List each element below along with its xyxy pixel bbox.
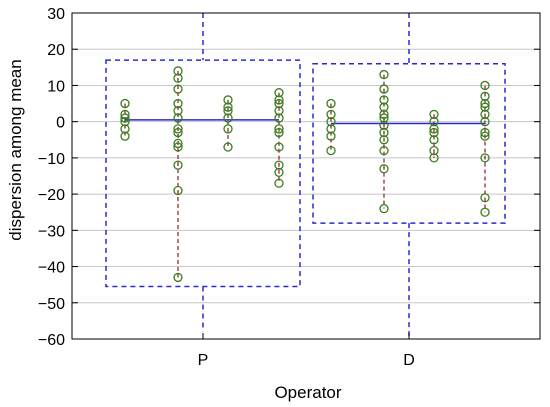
data-point (379, 84, 389, 94)
data-point (173, 142, 183, 152)
data-point (274, 127, 284, 138)
data-point (274, 106, 284, 116)
y-tick-label: −50 (38, 296, 65, 313)
data-point (480, 117, 490, 127)
data-point (326, 145, 336, 156)
x-tick-label: D (403, 352, 415, 369)
data-point (223, 124, 233, 134)
subgroup-ranges (124, 70, 486, 278)
data-point (173, 84, 183, 94)
data-point (120, 124, 130, 134)
data-point (173, 106, 183, 116)
data-point (274, 160, 284, 170)
group-box (312, 62, 506, 224)
data-point (223, 102, 233, 112)
data-point (274, 167, 284, 178)
data-point (480, 80, 490, 91)
data-point (480, 109, 490, 120)
data-point (379, 109, 389, 120)
data-point (379, 127, 389, 138)
y-tick-label: 20 (47, 42, 65, 59)
group-whiskers (202, 13, 410, 339)
y-tick-label: 30 (47, 6, 65, 23)
data-point (173, 98, 183, 109)
y-tick-label: −40 (38, 260, 65, 277)
data-point (480, 193, 490, 203)
data-point (429, 124, 439, 134)
data-points (120, 66, 490, 283)
data-point (326, 124, 336, 134)
data-point (120, 109, 130, 120)
data-point (274, 98, 284, 109)
y-axis-ticks: 30 20 10 0 −10 −20 −30 −40 −50 −60 (38, 6, 540, 349)
x-axis-title: Operator (274, 383, 341, 402)
data-point (429, 109, 439, 120)
data-point (379, 113, 389, 123)
data-point (379, 164, 389, 174)
data-point (173, 160, 183, 170)
data-point (173, 185, 183, 196)
data-point (274, 95, 284, 105)
plot-frame (71, 12, 541, 340)
data-point (429, 135, 439, 145)
data-point (379, 69, 389, 80)
data-point (429, 153, 439, 163)
data-point (480, 153, 490, 163)
data-point (379, 203, 389, 214)
y-tick-label: −10 (38, 151, 65, 168)
data-point (326, 117, 336, 127)
data-point (429, 117, 439, 127)
data-point (480, 91, 490, 101)
data-point (480, 98, 490, 109)
data-point (379, 95, 389, 105)
data-point (173, 113, 183, 123)
y-tick-label: 10 (47, 78, 65, 95)
data-point (379, 135, 389, 145)
group-box (105, 59, 301, 288)
data-point (223, 95, 233, 105)
data-point (480, 127, 490, 138)
data-point (326, 98, 336, 109)
y-tick-label: −30 (38, 223, 65, 240)
data-point (429, 127, 439, 138)
group-means (125, 119, 485, 125)
y-tick-label: 0 (56, 115, 65, 132)
data-point (274, 124, 284, 134)
data-point (480, 102, 490, 112)
data-point (173, 73, 183, 83)
data-point (379, 102, 389, 112)
x-tick-label: P (198, 352, 209, 369)
data-point (379, 145, 389, 156)
data-point (120, 131, 130, 141)
data-point (223, 142, 233, 152)
data-point (274, 178, 284, 188)
data-point (480, 207, 490, 217)
data-point (379, 120, 389, 130)
data-point (223, 113, 233, 123)
data-point (223, 106, 233, 116)
y-axis-title: dispersion among mean (6, 59, 25, 240)
data-point (326, 131, 336, 141)
data-point (274, 142, 284, 152)
data-point (480, 131, 490, 141)
data-point (120, 113, 130, 123)
y-tick-label: −20 (38, 187, 65, 204)
grid-lines (72, 48, 540, 304)
data-point (274, 88, 284, 98)
data-point (173, 272, 183, 283)
data-point (173, 66, 183, 76)
data-point (120, 117, 130, 127)
data-point (120, 98, 130, 109)
data-point (274, 113, 284, 123)
group-boxes (105, 59, 506, 288)
data-point (173, 127, 183, 138)
data-point (173, 138, 183, 149)
data-point (173, 124, 183, 134)
data-point (429, 145, 439, 156)
data-point (326, 109, 336, 120)
y-tick-label: −60 (38, 332, 65, 349)
